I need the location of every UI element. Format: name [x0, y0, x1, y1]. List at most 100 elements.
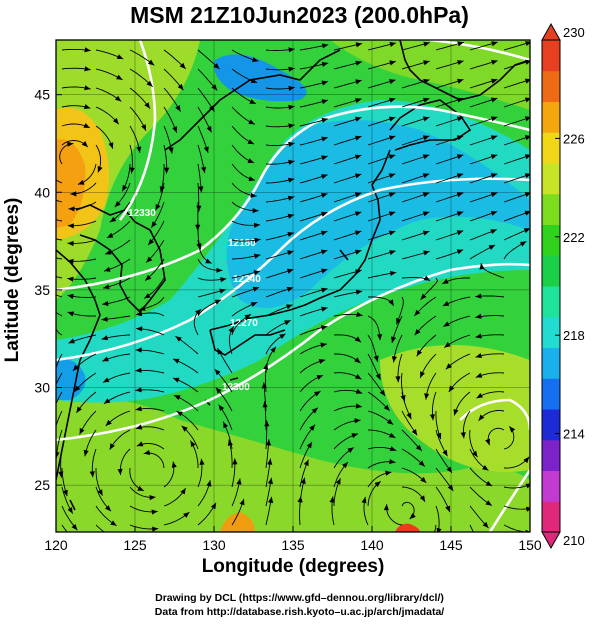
streamline-arrow: [457, 78, 464, 84]
streamline-arrow: [523, 228, 530, 234]
streamline-arrow: [374, 481, 381, 488]
streamline-arrow: [180, 488, 186, 495]
streamline-arrow: [373, 355, 379, 362]
streamline-arrow: [314, 391, 321, 397]
colorbar-tick-label: 222: [563, 230, 585, 245]
streamline-arrow: [106, 232, 114, 238]
x-tick-label: 145: [439, 537, 463, 553]
streamline-arrow: [485, 438, 490, 446]
streamline-arrow: [409, 513, 416, 520]
streamline-arrow: [62, 489, 68, 497]
streamline-arrow: [491, 59, 498, 65]
streamline-arrow: [137, 485, 144, 491]
streamline-arrow: [490, 116, 498, 122]
streamline-arrow: [201, 166, 207, 173]
streamline-arrow: [248, 119, 255, 125]
x-tick-label: 140: [360, 537, 384, 553]
streamline-arrow: [388, 173, 396, 179]
streamline: [56, 257, 63, 260]
streamline-arrow: [475, 293, 482, 299]
streamline-arrow: [524, 192, 530, 198]
streamline-arrow: [422, 543, 428, 549]
colorbar-segment: [542, 70, 560, 102]
streamline-arrow: [104, 266, 111, 272]
streamline-arrow: [355, 42, 363, 48]
streamline-arrow: [354, 211, 362, 217]
streamline-arrow: [83, 123, 90, 128]
streamline-arrow: [223, 421, 229, 429]
colorbar-max-arrow: [541, 22, 561, 41]
streamline-arrow: [355, 388, 363, 394]
streamline-arrow: [177, 83, 184, 91]
streamline-arrow: [81, 141, 88, 147]
streamline-arrow: [524, 116, 530, 122]
streamline-arrow: [524, 210, 530, 216]
streamline-arrow: [179, 62, 186, 69]
streamline-arrow: [50, 412, 55, 419]
streamline-arrow: [135, 406, 142, 412]
streamline-arrow: [253, 222, 261, 228]
streamline-arrow: [422, 230, 430, 236]
streamline-arrow: [377, 334, 383, 341]
streamline-arrow: [286, 304, 293, 310]
streamline-arrow: [355, 98, 362, 104]
streamline-arrow: [460, 432, 466, 439]
streamline-arrow: [76, 406, 82, 413]
streamline-arrow: [318, 358, 326, 364]
warm-region-north: [330, 40, 530, 110]
streamline-arrow: [284, 320, 291, 326]
colorbar-segment: [542, 501, 560, 533]
streamline: [56, 238, 63, 241]
streamline-arrow: [264, 420, 270, 427]
drawing-credit: Drawing by DCL (https://www.gfd–dennou.o…: [155, 592, 444, 604]
streamline-arrow: [354, 418, 361, 424]
streamline-arrow: [213, 63, 220, 69]
y-tick-label: 30: [34, 380, 50, 396]
y-tick-label: 45: [34, 87, 50, 103]
colorbar-segment: [542, 286, 560, 318]
streamline-arrow: [525, 41, 530, 46]
streamline-arrow: [135, 387, 142, 393]
colorbar-tick-label: 210: [563, 533, 585, 548]
streamline-arrow: [103, 377, 110, 383]
streamline-arrow: [446, 466, 452, 473]
streamline-arrow: [74, 385, 81, 392]
streamline-arrow: [101, 316, 108, 322]
streamline-arrow: [442, 301, 450, 306]
streamline-arrow: [321, 192, 328, 198]
streamline-arrow: [152, 526, 159, 532]
streamline-arrow: [491, 41, 498, 47]
streamline-arrow: [424, 393, 430, 400]
streamline-arrow: [342, 462, 348, 469]
streamline-arrow: [422, 192, 430, 198]
streamline-arrow: [248, 176, 255, 182]
streamline-arrow: [267, 477, 273, 485]
streamline-arrow: [220, 277, 227, 283]
streamline-arrow: [456, 116, 464, 122]
warm-core-southeast: [395, 523, 420, 532]
streamline-arrow: [215, 387, 222, 394]
streamline-arrow: [146, 80, 153, 87]
y-tick-label: 40: [34, 184, 50, 200]
streamline-arrow: [232, 458, 238, 465]
streamline-arrow: [485, 480, 493, 486]
streamline-arrow: [67, 240, 74, 247]
streamline-arrow: [429, 414, 435, 421]
streamline-arrow: [354, 230, 362, 236]
streamline: [56, 219, 63, 222]
colorbar-segment: [542, 101, 560, 133]
streamline-arrow: [320, 342, 327, 348]
streamline-arrow: [388, 154, 396, 160]
streamline-arrow: [379, 389, 386, 397]
streamline-arrow: [475, 333, 482, 339]
streamline-arrow: [388, 230, 396, 236]
streamline-arrow: [422, 211, 430, 217]
streamline-arrow: [67, 223, 74, 229]
streamline-arrow: [490, 97, 498, 103]
colorbar-segment: [542, 347, 560, 379]
streamline-arrow: [355, 269, 362, 275]
streamline-arrow: [479, 263, 485, 270]
streamline-arrow: [84, 66, 91, 72]
streamline-arrow: [196, 243, 202, 250]
lat-lon-grid: [56, 40, 530, 532]
